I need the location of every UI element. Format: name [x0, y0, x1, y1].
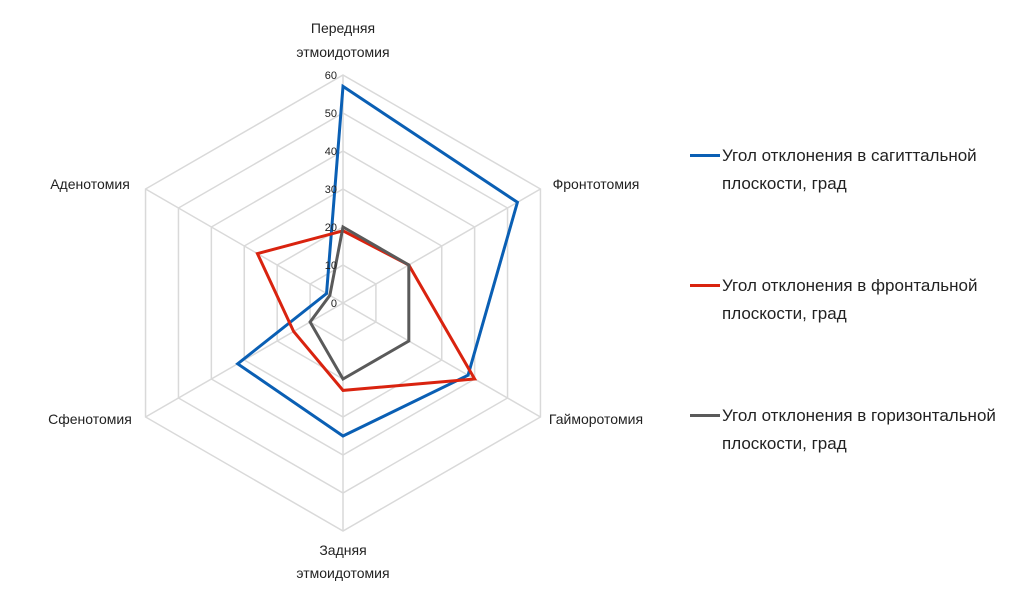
legend-label: Угол отклонения в фронтальной плоскости,…: [722, 276, 978, 323]
series-line-0: [235, 83, 520, 438]
legend-label: Угол отклонения в сагиттальной плоскости…: [722, 146, 977, 193]
category-label: этмоидотомия: [296, 44, 389, 60]
legend-swatch: [690, 154, 720, 157]
category-label: этмоидотомия: [296, 565, 389, 581]
grid-spoke: [145, 188, 344, 304]
tick-label: 0: [331, 298, 337, 310]
category-label: Сфенотомия: [48, 411, 132, 427]
category-label: Передняя: [311, 20, 375, 36]
category-label: Задняя: [319, 542, 366, 558]
category-label: Фронтотомия: [553, 176, 640, 192]
tick-label: 60: [325, 70, 337, 82]
category-label: Аденотомия: [50, 176, 130, 192]
tick-label: 20: [325, 222, 337, 234]
legend-item: Угол отклонения в горизонтальной плоскос…: [690, 402, 1029, 458]
grid-spoke: [342, 302, 541, 418]
legend-swatch: [690, 414, 720, 417]
series-line-2: [308, 224, 411, 382]
tick-label: 40: [325, 146, 337, 158]
legend-label: Угол отклонения в горизонтальной плоскос…: [722, 406, 996, 453]
tick-label: 30: [325, 184, 337, 196]
legend-item: Угол отклонения в фронтальной плоскости,…: [690, 272, 1029, 328]
tick-label: 50: [325, 108, 337, 120]
grid-spoke: [342, 188, 541, 304]
category-label: Гайморотомия: [549, 411, 643, 427]
legend-item: Угол отклонения в сагиттальной плоскости…: [690, 142, 1029, 198]
legend-swatch: [690, 284, 720, 287]
tick-label: 10: [325, 260, 337, 272]
